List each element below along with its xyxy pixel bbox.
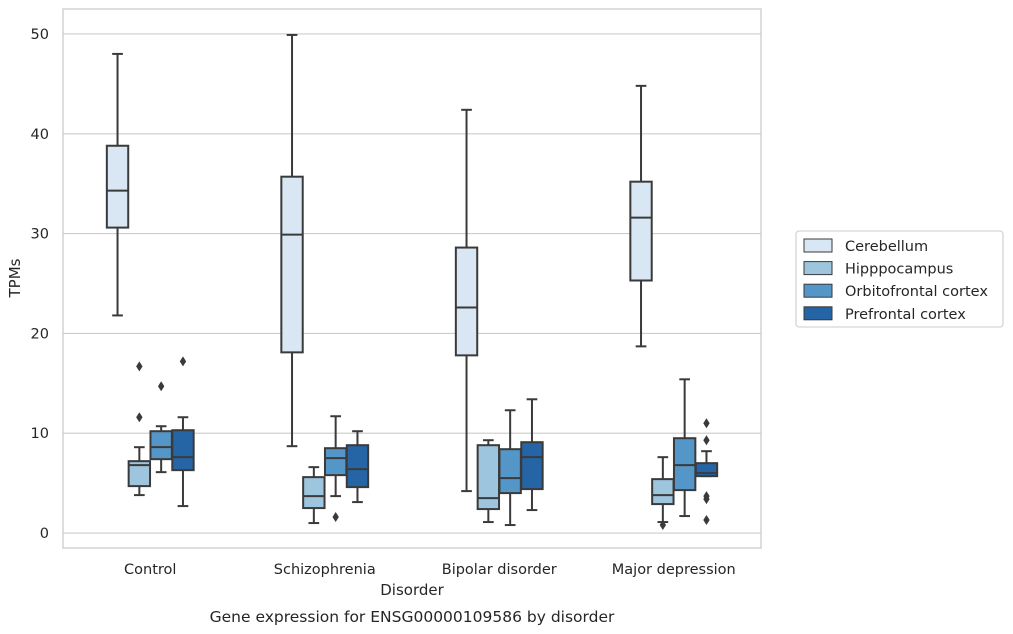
box-hipppocampus [302,466,326,525]
y-axis-ticks: 0 10 20 30 40 50 [31,27,49,542]
box-hipppocampus [476,439,501,524]
legend: Cerebellum Hipppocampus Orbitofrontal cort… [795,230,1004,328]
outlier-point [703,418,710,429]
outlier-point [179,356,187,367]
outlier-point [136,361,143,372]
x-tick-label: Control [124,562,176,578]
box-iqr [498,448,522,495]
box-iqr [476,444,501,511]
legend-label: Hipppocampus [845,262,953,278]
box-orbitofrontal-cortex [672,378,697,518]
outlier-point [659,520,667,531]
box-iqr [520,441,544,491]
legend-label: Prefrontal cortex [845,307,966,323]
box-cerebellum [280,33,304,448]
box-cerebellum [454,108,479,493]
box-iqr [345,444,370,489]
box-iqr [454,246,479,357]
box-prefrontal-cortex [694,418,719,526]
x-tick-label: Schizophrenia [274,562,376,578]
y-tick-label: 30 [31,227,49,243]
box-hipppocampus [651,456,675,531]
y-tick-label: 50 [31,27,49,43]
legend-swatch [803,306,833,321]
legend-frame [795,230,1004,328]
y-tick-label: 40 [31,127,49,143]
box-orbitofrontal-cortex [323,415,348,523]
x-axis-label: Disorder [380,581,444,599]
chart-caption: Gene expression for ENSG00000109586 by d… [210,608,615,626]
x-tick-label: Major depression [612,562,736,578]
box-iqr [302,476,326,510]
box-groups [105,33,719,531]
box-iqr [105,144,130,229]
x-tick-label: Bipolar disorder [442,562,557,578]
outlier-point [332,512,339,523]
box-iqr [694,462,719,478]
box-cerebellum [105,52,130,317]
legend-swatch [803,283,833,298]
outlier-point [157,381,165,392]
legend-swatch [803,238,833,253]
y-tick-label: 20 [31,326,49,342]
box-iqr [323,447,348,477]
box-iqr [149,430,173,461]
box-prefrontal-cortex [171,356,195,508]
box-iqr [280,175,304,354]
outlier-point [703,435,710,446]
box-hipppocampus [127,361,152,497]
y-tick-label: 10 [31,426,49,442]
box-orbitofrontal-cortex [498,409,522,527]
box-iqr [629,180,653,282]
plot-area-frame [62,8,762,549]
legend-swatch [803,261,833,276]
y-tick-label: 0 [40,526,49,542]
box-cerebellum [629,84,653,348]
box-iqr [651,478,675,506]
box-prefrontal-cortex [520,398,544,512]
box-orbitofrontal-cortex [149,381,173,474]
y-axis-label: TPMs [6,258,24,298]
x-axis-ticks: Control Schizophrenia Bipolar disorder Majo… [124,562,736,578]
legend-label: Orbitofrontal cortex [845,284,988,300]
box-prefrontal-cortex [345,430,370,504]
legend-label: Cerebellum [845,239,928,255]
box-iqr [127,460,152,488]
box-iqr [171,429,195,472]
outlier-point [703,494,710,505]
outlier-point [136,412,143,423]
outlier-point [703,515,710,526]
